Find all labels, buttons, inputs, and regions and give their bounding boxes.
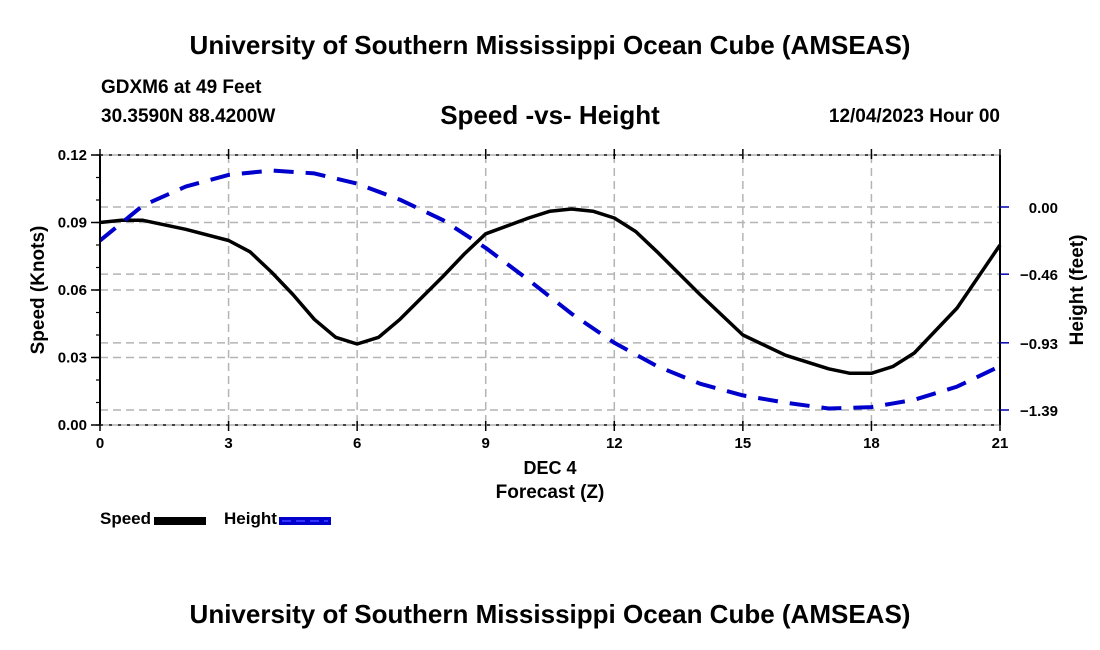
tick-labels: 0 3 6 9 12 15 18 21 0.00 0.03 0.06 0.09 0.12 0.00 −0.4… <box>58 147 1058 452</box>
grid-lines <box>100 155 1000 425</box>
legend-label-height: Height <box>224 509 277 528</box>
x-tick-label: 6 <box>353 435 361 452</box>
legend-label-speed: Speed <box>100 509 152 528</box>
footer-title: University of Southern Mississippi Ocean… <box>189 599 911 629</box>
y2-tick-label: −0.46 <box>1020 267 1058 284</box>
y2-axis-label: Height (feet) <box>1067 235 1088 346</box>
chart-title: Speed -vs- Height <box>440 100 660 130</box>
forecast-datetime: 12/04/2023 Hour 00 <box>828 106 1000 127</box>
x-tick-label: 9 <box>482 435 490 452</box>
x-tick-label: 12 <box>606 435 623 452</box>
coordinates-label: 30.3590N 88.4200W <box>101 106 276 127</box>
legend-item-height: Height <box>224 509 331 529</box>
legend-swatch-speed <box>154 516 207 525</box>
legend: Speed Height <box>100 509 349 529</box>
legend-swatch-height <box>278 516 331 525</box>
x-axis-label: Forecast (Z) <box>495 482 605 503</box>
y2-tick-label: 0.00 <box>1029 200 1058 217</box>
x-tick-label: 3 <box>224 435 232 452</box>
y-tick-label: 0.06 <box>58 282 87 299</box>
series-line-height <box>98 168 1001 411</box>
x-axis-date-label: DEC 4 <box>523 458 577 478</box>
y-tick-label: 0.00 <box>58 417 87 434</box>
y2-tick-label: −1.39 <box>1020 403 1058 420</box>
station-label: GDXM6 at 49 Feet <box>101 77 262 98</box>
y-tick-label: 0.09 <box>58 215 87 232</box>
series-line-speed <box>99 207 1002 376</box>
y-tick-label: 0.12 <box>58 147 87 164</box>
y-tick-label: 0.03 <box>58 350 87 367</box>
x-tick-label: 0 <box>96 435 104 452</box>
x-tick-label: 18 <box>863 435 880 452</box>
main-title: University of Southern Mississippi Ocean… <box>189 30 911 60</box>
y2-tick-label: −0.93 <box>1020 336 1058 353</box>
series-layer <box>98 168 1002 411</box>
y-axis-label: Speed (Knots) <box>28 226 49 355</box>
axes <box>91 149 1009 431</box>
x-tick-label: 21 <box>992 435 1009 452</box>
legend-item-speed: Speed <box>100 509 207 529</box>
x-tick-label: 15 <box>735 435 752 452</box>
